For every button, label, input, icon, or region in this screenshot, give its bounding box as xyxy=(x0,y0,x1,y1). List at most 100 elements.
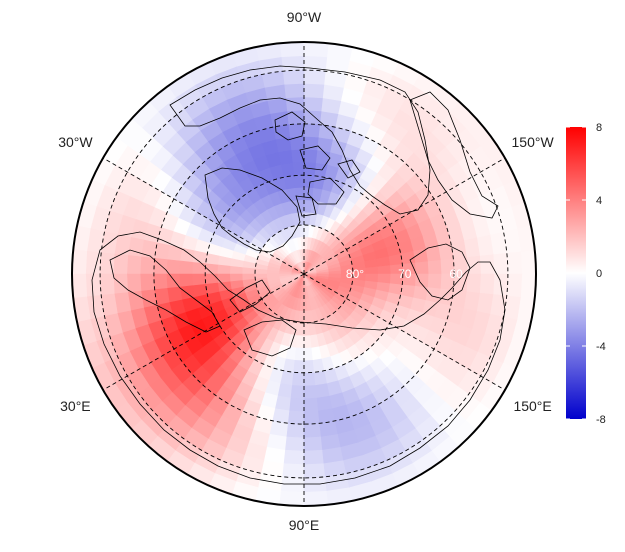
field-cell xyxy=(72,247,74,275)
field-cell xyxy=(479,253,495,275)
field-cell xyxy=(99,273,116,296)
field-cell xyxy=(303,436,323,451)
field-cell xyxy=(303,42,329,58)
field-cell xyxy=(376,273,391,284)
latitude-label: 70 xyxy=(398,267,412,281)
colorbar-tick-label: -8 xyxy=(596,414,606,426)
field-cell xyxy=(400,283,416,298)
field-cell xyxy=(295,334,305,349)
field-cell xyxy=(280,370,295,386)
north-america-coastline xyxy=(169,65,431,215)
colorbar: 8 4 0 -4 -8 xyxy=(566,122,606,426)
field-cell xyxy=(280,55,305,72)
colorbar-tick-label: 0 xyxy=(596,268,602,280)
field-cell xyxy=(425,286,441,303)
field-cell xyxy=(167,245,183,262)
field-cell xyxy=(303,449,325,465)
field-cell xyxy=(192,273,207,286)
field-cell xyxy=(303,123,321,139)
field-cell xyxy=(72,273,74,301)
field-cell xyxy=(315,150,331,166)
alaska-coastline xyxy=(409,91,499,219)
field-cell xyxy=(127,255,142,275)
field-cell xyxy=(303,273,317,276)
field-cell xyxy=(414,273,429,288)
coastlines xyxy=(91,65,506,485)
longitude-label: 150°W xyxy=(512,134,555,150)
map-boundary-circle xyxy=(71,41,537,507)
field-cell xyxy=(303,149,318,164)
greenland-coastline xyxy=(204,167,301,253)
taymyr-coastline xyxy=(243,319,297,357)
field-cell xyxy=(479,273,495,295)
field-cell xyxy=(180,247,196,263)
field-cell xyxy=(277,382,293,398)
field-cell xyxy=(283,449,305,465)
field-cell xyxy=(506,273,523,298)
field-cell xyxy=(282,69,305,86)
field-cell xyxy=(292,162,305,177)
field-cell xyxy=(303,462,326,479)
field-cell xyxy=(166,259,181,275)
field-cell xyxy=(140,273,156,292)
longitude-label: 30°E xyxy=(60,398,91,414)
field-cell xyxy=(85,273,102,298)
field-cell xyxy=(140,256,156,275)
colorbar-tick-label: 8 xyxy=(596,122,602,134)
longitude-labels: 90°W 30°W 150°W 30°E 150°E 90°E xyxy=(58,9,554,533)
field-cell xyxy=(292,371,305,386)
field-cell xyxy=(282,462,305,479)
field-cell xyxy=(303,384,318,399)
field-cell xyxy=(303,490,329,506)
field-cell xyxy=(303,55,328,72)
field-cell xyxy=(303,422,322,438)
field-cell xyxy=(520,249,536,275)
field-cell xyxy=(192,262,207,275)
field-cell xyxy=(414,260,429,275)
field-cell xyxy=(286,422,305,438)
field-cell xyxy=(277,42,305,44)
field-cell xyxy=(293,359,305,374)
canadian-archipelago-coastline xyxy=(274,111,361,217)
field-cell xyxy=(293,174,305,189)
field-cell xyxy=(153,257,169,275)
field-cell xyxy=(179,260,194,275)
field-cell xyxy=(72,249,88,275)
longitude-label: 150°E xyxy=(513,398,551,414)
field-cell xyxy=(294,346,305,361)
field-cell xyxy=(287,409,305,425)
field-cell xyxy=(303,83,325,99)
field-cell xyxy=(303,69,326,86)
field-cell xyxy=(466,273,481,293)
latitude-labels: 80° 70 60 xyxy=(346,267,463,281)
longitude-label: 90°E xyxy=(289,517,320,533)
field-cell xyxy=(275,395,292,411)
field-cell xyxy=(279,42,305,58)
field-cell xyxy=(316,137,333,153)
latitude-label: 60 xyxy=(449,267,463,281)
field-cell xyxy=(127,273,142,293)
field-cell xyxy=(153,273,169,291)
chukotka-coastline xyxy=(409,243,471,301)
field-cell xyxy=(285,436,305,451)
field-cell xyxy=(279,490,305,506)
field-cell xyxy=(506,250,523,275)
field-cell xyxy=(287,123,305,139)
field-cell xyxy=(204,273,219,285)
field-cell xyxy=(303,397,319,412)
novaya-zemlya-coastline xyxy=(229,279,271,313)
field-cell xyxy=(217,264,232,275)
colorbar-tick-label: -4 xyxy=(596,341,606,353)
field-cell xyxy=(229,265,244,275)
field-cell xyxy=(534,273,536,301)
field-cell xyxy=(283,83,305,99)
field-cell xyxy=(179,273,194,288)
field-cell xyxy=(242,267,256,275)
field-cell xyxy=(303,42,331,44)
field-cell xyxy=(290,384,305,399)
field-cell xyxy=(303,409,321,425)
field-cell xyxy=(303,110,322,126)
field-cell xyxy=(303,359,315,374)
colorbar-tick-label: 4 xyxy=(596,195,602,207)
field-cell xyxy=(285,97,305,112)
